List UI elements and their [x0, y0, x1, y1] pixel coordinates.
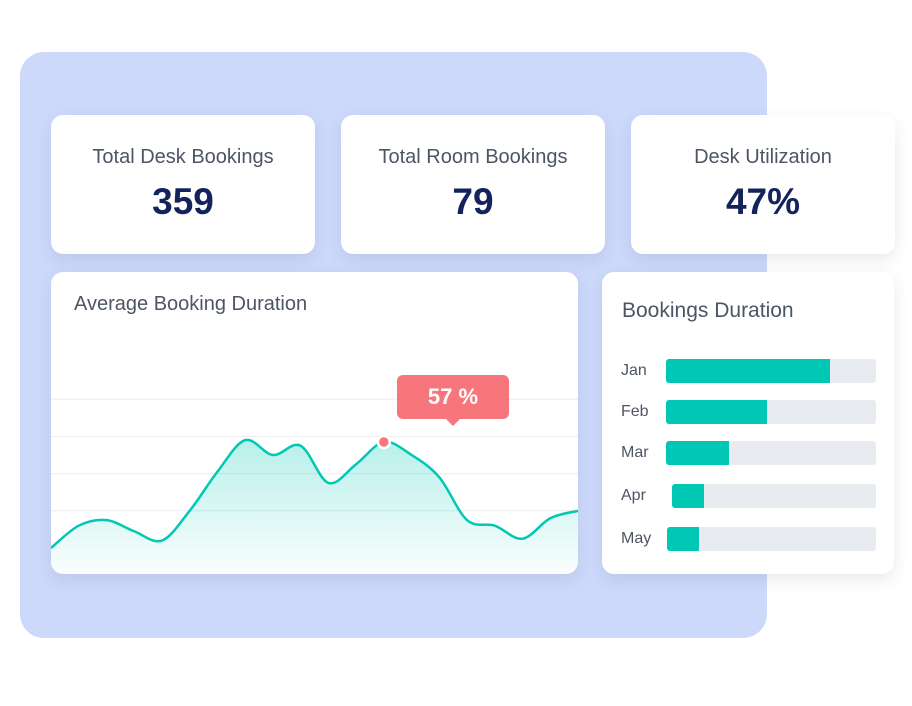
bar-track	[667, 527, 876, 551]
bar-row-apr[interactable]: Apr	[602, 484, 894, 508]
stat-value: 79	[452, 181, 494, 222]
bar-label: Feb	[621, 403, 649, 420]
bar-row-jan[interactable]: Jan	[602, 359, 894, 383]
bar-fill	[666, 359, 830, 383]
bookings-duration-card[interactable]: Bookings Duration Jan Feb Mar Apr May	[602, 272, 894, 574]
stat-label: Total Desk Bookings	[92, 146, 274, 168]
bar-label: Mar	[621, 444, 649, 461]
stat-card-room-bookings[interactable]: Total Room Bookings 79	[341, 115, 605, 254]
stat-label: Total Room Bookings	[378, 146, 568, 168]
stat-label: Desk Utilization	[694, 146, 832, 168]
line-chart-title: Average Booking Duration	[74, 293, 308, 315]
bar-row-may[interactable]: May	[602, 527, 894, 551]
average-booking-duration-card[interactable]: Average Booking Duration 57 %	[51, 272, 578, 574]
bar-fill	[672, 484, 704, 508]
series-line	[51, 438, 578, 549]
bar-track	[672, 484, 876, 508]
highlight-point[interactable]	[376, 434, 392, 450]
bar-fill	[666, 441, 729, 465]
line-chart	[51, 398, 578, 574]
value-tooltip: 57 %	[397, 375, 509, 426]
bar-label: Jan	[621, 362, 647, 379]
stat-card-desk-utilization[interactable]: Desk Utilization 47%	[631, 115, 895, 254]
bar-track	[666, 400, 876, 424]
bar-fill	[666, 400, 767, 424]
bar-label: Apr	[621, 487, 646, 504]
area-fill	[51, 439, 578, 574]
stat-value: 359	[152, 181, 214, 222]
bar-row-feb[interactable]: Feb	[602, 400, 894, 424]
bar-fill	[667, 527, 699, 551]
bar-track	[666, 359, 876, 383]
bar-chart-title: Bookings Duration	[622, 299, 794, 322]
stat-value: 47%	[725, 181, 801, 222]
bar-label: May	[621, 530, 652, 547]
bar-track	[666, 441, 876, 465]
bar-row-mar[interactable]: Mar	[602, 441, 894, 465]
stat-card-desk-bookings[interactable]: Total Desk Bookings 359	[51, 115, 315, 254]
